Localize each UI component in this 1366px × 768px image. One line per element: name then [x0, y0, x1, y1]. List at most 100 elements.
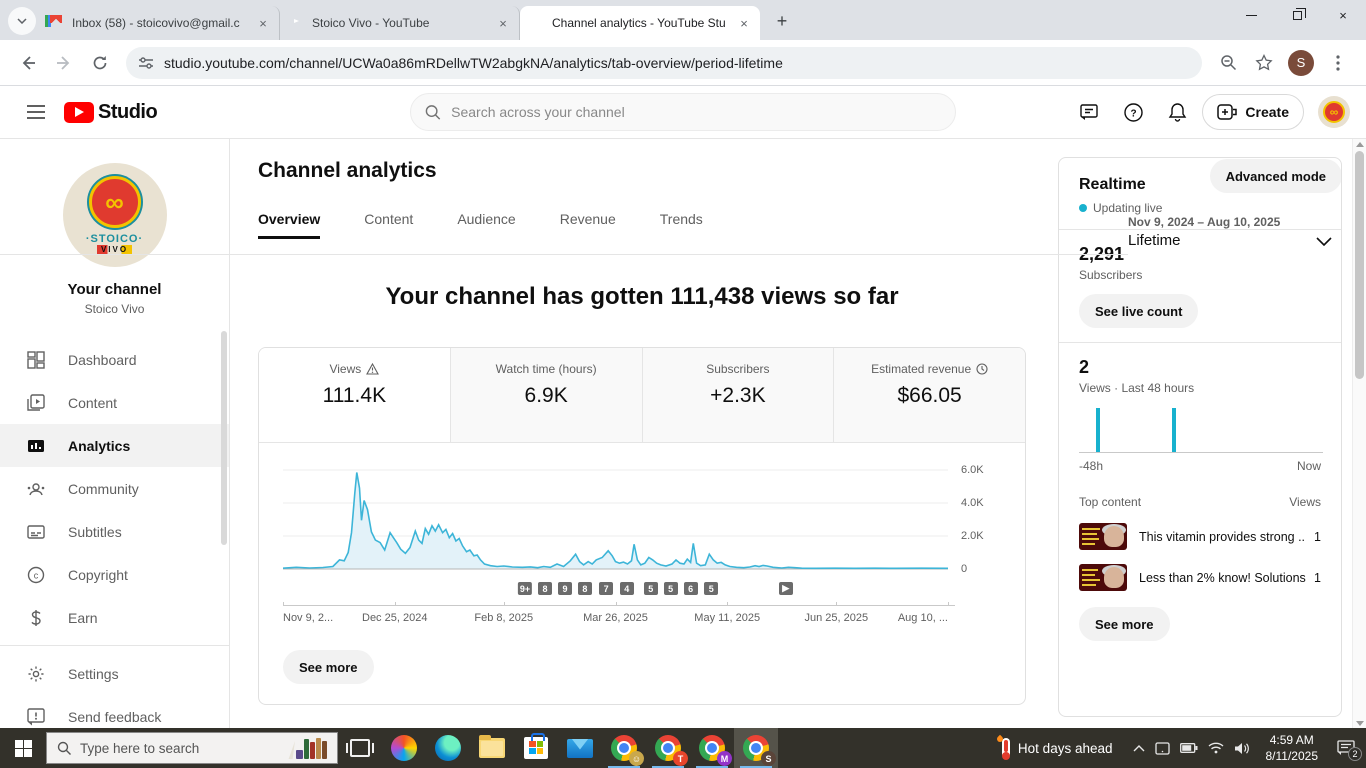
feedback-icon[interactable]: [1070, 93, 1108, 131]
close-window-button[interactable]: ×: [1339, 7, 1347, 23]
chrome-profile-t-icon[interactable]: T: [646, 728, 690, 768]
browser-profile-avatar[interactable]: S: [1288, 49, 1314, 76]
forward-button[interactable]: [50, 49, 78, 77]
search-box-art: [287, 737, 327, 759]
tab-trends[interactable]: Trends: [659, 211, 703, 227]
sidebar-item-earn[interactable]: Earn: [0, 596, 229, 639]
channel-avatar-small[interactable]: ∞: [1318, 96, 1350, 128]
battery-icon[interactable]: [1179, 743, 1198, 753]
metric-watch-time[interactable]: Watch time (hours) 6.9K: [450, 348, 643, 442]
restore-button[interactable]: [1274, 0, 1320, 30]
sidebar-item-copyright[interactable]: c Copyright: [0, 553, 229, 596]
sidebar-item-subtitles[interactable]: Subtitles: [0, 510, 229, 553]
realtime-see-more-button[interactable]: See more: [1079, 607, 1170, 641]
metric-subscribers[interactable]: Subscribers +2.3K: [642, 348, 835, 442]
close-icon[interactable]: ×: [499, 15, 507, 31]
new-tab-button[interactable]: +: [776, 10, 788, 31]
task-view-button[interactable]: [338, 728, 382, 768]
tab-gmail[interactable]: Inbox (58) - stoicovivo@gmail.c ×: [40, 6, 280, 40]
metric-views[interactable]: Views 111.4K: [259, 348, 451, 442]
close-icon[interactable]: ×: [740, 15, 748, 31]
video-marker-badge[interactable]: 9: [556, 581, 573, 596]
video-marker-badge[interactable]: 5: [642, 581, 659, 596]
start-button[interactable]: [0, 728, 46, 768]
tab-title: Stoico Vivo - YouTube: [312, 16, 430, 30]
video-marker-badge[interactable]: 8: [576, 581, 593, 596]
address-bar[interactable]: studio.youtube.com/channel/UCWa0a86mRDel…: [126, 46, 1202, 79]
browser-menu-icon[interactable]: [1324, 49, 1352, 77]
menu-hamburger-icon[interactable]: [16, 92, 56, 132]
video-marker-badge[interactable]: 5: [662, 581, 679, 596]
sidebar-item-analytics[interactable]: Analytics: [0, 424, 229, 467]
tablet-mode-icon[interactable]: [1154, 741, 1170, 755]
chrome-profile-m-icon[interactable]: M: [690, 728, 734, 768]
tray-expand-chevron-icon[interactable]: [1133, 744, 1145, 752]
sidebar-item-dashboard[interactable]: Dashboard: [0, 338, 229, 381]
channel-avatar-large[interactable]: ∞ ·STOICO· VIVO: [62, 163, 167, 267]
windows-taskbar: ☺ T M S Hot days ahead 4:59 AM 8/11/2025…: [0, 728, 1366, 768]
sidebar-scrollbar[interactable]: [221, 331, 227, 545]
advanced-mode-button[interactable]: Advanced mode: [1209, 159, 1342, 193]
tab-youtube[interactable]: Stoico Vivo - YouTube ×: [280, 6, 520, 40]
video-marker-badge[interactable]: 5: [703, 581, 720, 596]
metric-estimated-revenue[interactable]: Estimated revenue $66.05: [834, 348, 1025, 442]
notifications-bell-icon[interactable]: [1158, 93, 1196, 131]
video-marker-badge[interactable]: 8: [537, 581, 553, 596]
minimize-button[interactable]: [1228, 0, 1274, 30]
sidebar-item-settings[interactable]: Settings: [0, 652, 229, 695]
zoom-indicator-icon[interactable]: [1214, 49, 1242, 77]
back-button[interactable]: [14, 49, 42, 77]
microsoft-store-icon[interactable]: [514, 728, 558, 768]
scroll-up-arrow[interactable]: [1356, 142, 1364, 147]
scrollbar-thumb[interactable]: [1355, 151, 1364, 379]
bookmark-star-icon[interactable]: [1250, 49, 1278, 77]
date-range-selector[interactable]: Nov 9, 2024 – Aug 10, 2025 Lifetime: [1128, 215, 1281, 249]
tab-audience[interactable]: Audience: [457, 211, 516, 227]
video-marker-badge[interactable]: ▶: [777, 581, 794, 596]
copilot-icon[interactable]: [382, 728, 426, 768]
sidebar-item-send-feedback[interactable]: Send feedback: [0, 695, 229, 728]
chrome-profile-1-icon[interactable]: ☺: [602, 728, 646, 768]
chevron-down-icon[interactable]: [1316, 237, 1332, 246]
wifi-icon[interactable]: [1208, 742, 1224, 754]
taskbar-search-input[interactable]: [80, 740, 250, 756]
weather-widget[interactable]: Hot days ahead: [990, 728, 1125, 768]
action-center-button[interactable]: 2: [1326, 728, 1366, 768]
x-axis-tick: [394, 602, 396, 605]
close-icon[interactable]: ×: [259, 15, 267, 31]
tab-content[interactable]: Content: [364, 211, 414, 227]
studio-search-input[interactable]: [451, 104, 941, 120]
notification-icon: [1337, 740, 1355, 755]
mail-icon[interactable]: [558, 728, 602, 768]
video-marker-badge[interactable]: 6: [682, 581, 699, 596]
create-button[interactable]: Create: [1202, 94, 1304, 130]
video-marker-badge[interactable]: 4: [618, 581, 635, 596]
chrome-profile-s-icon[interactable]: S: [734, 728, 778, 768]
tab-search-button[interactable]: [8, 7, 36, 35]
volume-icon[interactable]: [1234, 742, 1250, 755]
tab-revenue[interactable]: Revenue: [559, 211, 616, 227]
video-marker-badge[interactable]: 7: [598, 581, 615, 596]
video-marker-badge[interactable]: 9+: [516, 581, 534, 596]
analytics-card: Views 111.4K Watch time (hours) 6.9K Sub…: [258, 347, 1026, 705]
edge-icon[interactable]: [426, 728, 470, 768]
tab-overview[interactable]: Overview: [258, 211, 321, 239]
taskbar-search-box[interactable]: [46, 732, 338, 764]
sidebar-item-content[interactable]: Content: [0, 381, 229, 424]
youtube-studio-logo[interactable]: Studio: [64, 101, 158, 124]
file-explorer-icon[interactable]: [470, 728, 514, 768]
scroll-down-arrow[interactable]: [1356, 721, 1364, 726]
see-live-count-button[interactable]: See live count: [1079, 294, 1199, 328]
tab-channel-analytics[interactable]: Channel analytics - YouTube Stu ×: [520, 6, 760, 40]
y-axis-label: 6.0K: [961, 464, 984, 476]
reload-button[interactable]: [86, 49, 114, 77]
help-icon[interactable]: ?: [1114, 93, 1152, 131]
page-scrollbar[interactable]: [1352, 139, 1366, 729]
taskbar-clock[interactable]: 4:59 AM 8/11/2025: [1258, 732, 1327, 764]
top-content-row[interactable]: Less than 2% know! Solutions... 1: [1079, 564, 1321, 591]
studio-search-bar[interactable]: [410, 93, 956, 131]
top-content-row[interactable]: This vitamin provides strong ... 1: [1079, 523, 1321, 550]
site-settings-icon[interactable]: [138, 55, 154, 71]
sidebar-item-community[interactable]: Community: [0, 467, 229, 510]
see-more-button[interactable]: See more: [283, 650, 374, 684]
